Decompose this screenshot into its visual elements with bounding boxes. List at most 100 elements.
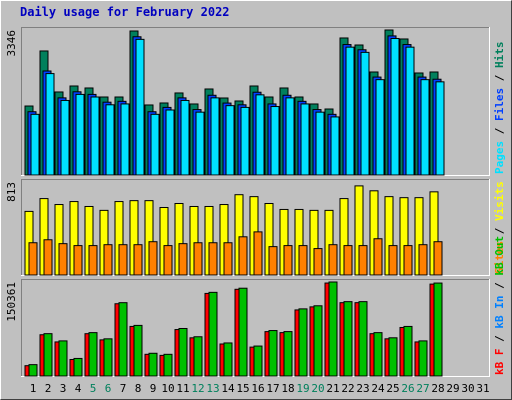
- bar: [313, 305, 323, 377]
- bar: [193, 336, 203, 377]
- bar: [360, 51, 370, 176]
- x-tick-label: 27: [416, 382, 429, 395]
- bar: [285, 97, 295, 176]
- bar: [43, 239, 53, 276]
- bar: [298, 308, 308, 377]
- bar: [418, 340, 428, 377]
- x-tick-label: 20: [311, 382, 324, 395]
- bar: [343, 301, 353, 377]
- bar: [58, 243, 68, 276]
- bar: [315, 111, 325, 176]
- bar: [373, 332, 383, 377]
- bar: [375, 79, 385, 176]
- bar: [268, 330, 278, 377]
- x-tick-label: 16: [251, 382, 264, 395]
- legend-entry: kB In: [493, 296, 506, 329]
- bar: [268, 246, 278, 276]
- x-tick-label: 14: [221, 382, 235, 395]
- bar: [148, 241, 158, 276]
- plot-edge-light: [21, 279, 490, 377]
- bar: [238, 236, 248, 276]
- x-tick-label: 21: [326, 382, 339, 395]
- bar: [133, 244, 143, 276]
- x-tick-label: 13: [206, 382, 219, 395]
- bar: [298, 245, 308, 276]
- plot-edge-light: [21, 27, 490, 176]
- bar: [343, 245, 353, 276]
- x-tick-label: 29: [446, 382, 459, 395]
- x-tick-label: 23: [356, 382, 369, 395]
- x-tick-label: 22: [341, 382, 354, 395]
- bar: [195, 111, 205, 176]
- bar: [165, 109, 175, 176]
- bar: [208, 242, 218, 276]
- x-tick-label: 24: [371, 382, 385, 395]
- plot-edge-dark: [21, 279, 490, 377]
- chart-title: Daily usage for February 2022: [20, 5, 230, 19]
- legend-separator: /: [493, 121, 506, 141]
- bar: [283, 245, 293, 276]
- bar: [28, 242, 38, 276]
- x-tick-label: 6: [105, 382, 112, 395]
- bar: [163, 353, 173, 377]
- bar: [210, 97, 220, 176]
- bar: [238, 287, 248, 377]
- legend-entry: Visits: [493, 181, 506, 221]
- bar: [75, 93, 85, 176]
- bar: [433, 241, 443, 276]
- bar: [300, 103, 310, 176]
- legend-separator: /: [493, 276, 506, 296]
- bar: [148, 352, 158, 377]
- legend-entry: Pages: [493, 141, 506, 174]
- bar: [358, 245, 368, 276]
- x-tick-label: 3: [60, 382, 67, 395]
- bar: [388, 245, 398, 276]
- bar: [373, 238, 383, 276]
- bar: [103, 244, 113, 276]
- x-tick-label: 9: [150, 382, 157, 395]
- x-tick-label: 7: [120, 382, 127, 395]
- bar: [433, 282, 443, 377]
- bar: [330, 116, 340, 176]
- bar: [283, 331, 293, 377]
- bar: [388, 337, 398, 377]
- bar: [103, 338, 113, 377]
- bar: [358, 301, 368, 377]
- x-tick-label: 31: [476, 382, 489, 395]
- bar: [193, 242, 203, 276]
- bar: [225, 105, 235, 176]
- bar: [255, 94, 265, 176]
- bar: [270, 106, 280, 176]
- bar: [403, 325, 413, 377]
- bar: [390, 37, 400, 176]
- bar: [345, 46, 355, 176]
- bar: [43, 333, 53, 377]
- bar: [208, 291, 218, 377]
- bar: [58, 340, 68, 377]
- bar: [223, 342, 233, 377]
- bar: [118, 244, 128, 276]
- legend: Sites / Visits: [493, 181, 506, 274]
- bar: [180, 99, 190, 176]
- bar: [403, 245, 413, 276]
- plot-edge-dark: [21, 179, 490, 276]
- x-tick-label: 2: [45, 382, 52, 395]
- bar: [150, 113, 160, 176]
- bar: [135, 38, 145, 176]
- bar: [435, 81, 445, 176]
- legend-separator: /: [493, 329, 506, 349]
- plot-edge-dark: [21, 27, 490, 176]
- legend-entry: Hits: [493, 42, 506, 69]
- legend-separator: /: [493, 68, 506, 88]
- legend: kB F / kB In / kB Out: [493, 236, 506, 375]
- y-max-label: 3346: [5, 30, 18, 57]
- bar: [30, 113, 40, 176]
- legend-entry: Files: [493, 88, 506, 121]
- bar: [253, 345, 263, 377]
- legend-separator: /: [493, 221, 506, 241]
- bar: [253, 231, 263, 276]
- x-tick-label: 26: [401, 382, 414, 395]
